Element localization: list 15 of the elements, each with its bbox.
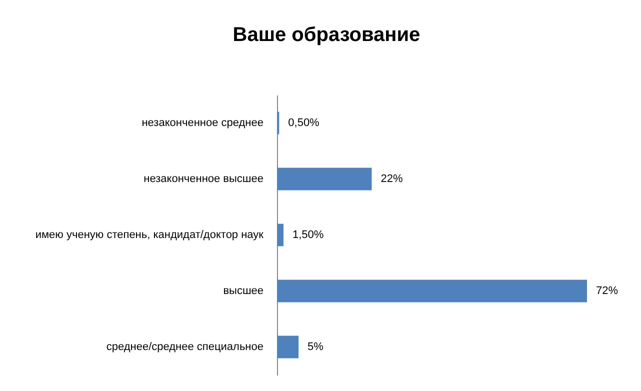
data-label: 5% [308, 341, 324, 353]
y-tick-label: среднее/среднее специальное [106, 341, 264, 353]
data-label: 1,50% [292, 229, 324, 241]
data-label: 22% [380, 173, 403, 185]
bar [277, 168, 372, 190]
y-tick-label: незаконченное высшее [144, 173, 264, 185]
y-tick-label: незаконченное среднее [142, 117, 264, 129]
y-tick-label: высшее [223, 285, 264, 297]
bar [277, 280, 587, 302]
chart-title: Ваше образование [232, 24, 420, 46]
data-label: 0,50% [288, 117, 320, 129]
bar [277, 336, 299, 358]
data-label: 72% [596, 285, 618, 297]
bar [277, 224, 284, 246]
y-tick-label: имею ученую степень, кандидат/доктор наук [35, 229, 264, 241]
